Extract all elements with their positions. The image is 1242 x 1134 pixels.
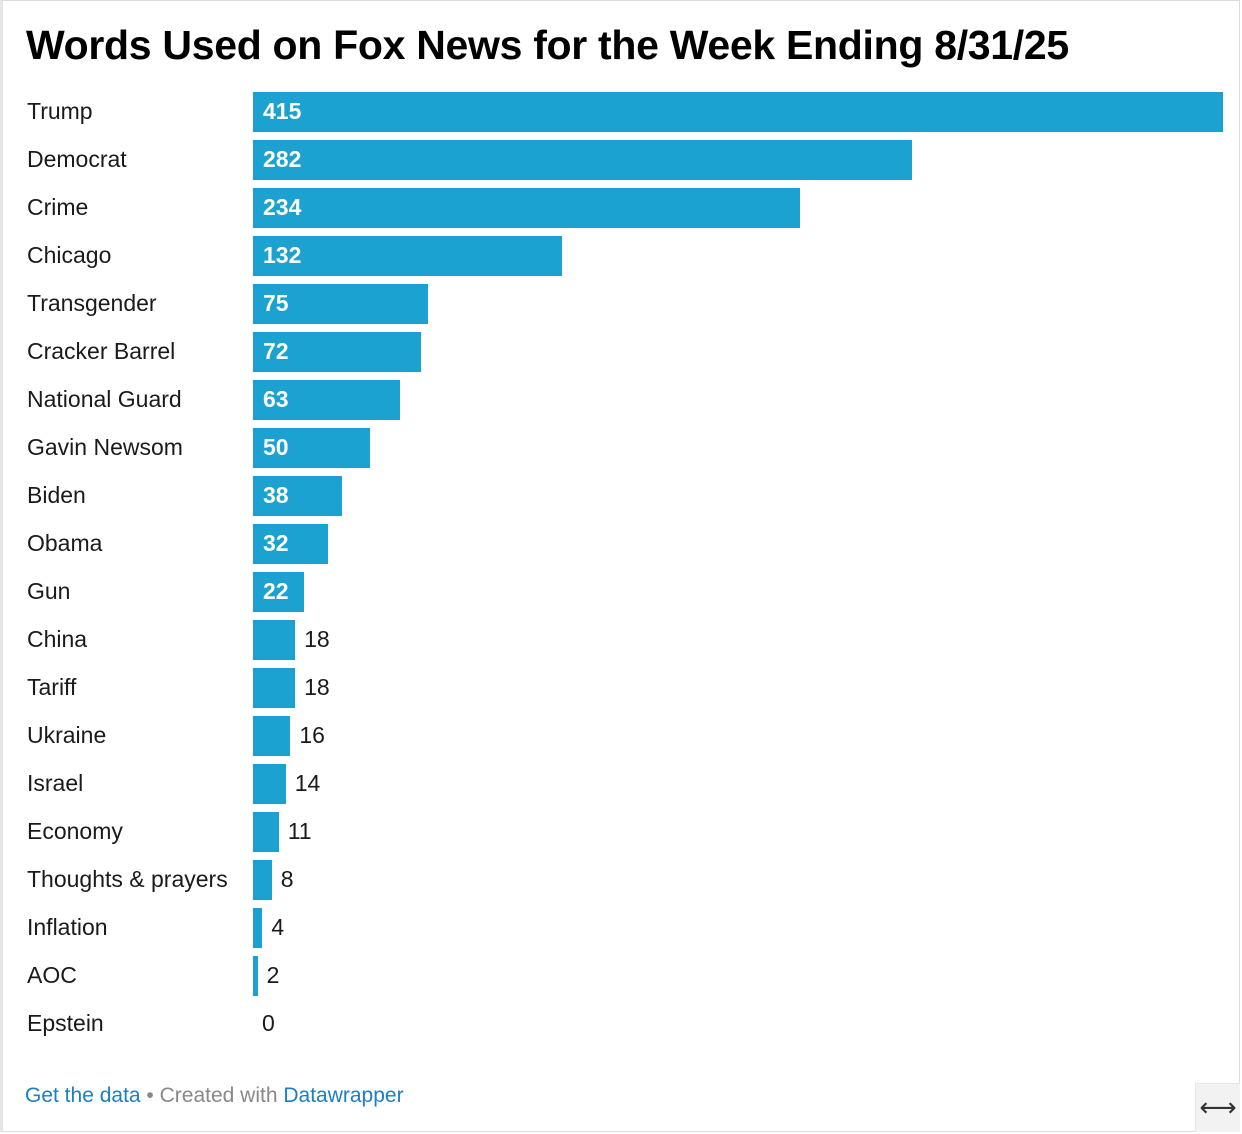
category-label: Chicago: [27, 242, 112, 268]
category-label: Epstein: [27, 1010, 104, 1036]
value-label: 415: [263, 98, 302, 124]
bar: [253, 668, 296, 708]
category-label: Gun: [27, 578, 71, 604]
value-label: 63: [263, 386, 289, 412]
category-label: Economy: [27, 818, 123, 844]
category-label: Trump: [27, 98, 93, 124]
bar: [253, 908, 263, 948]
value-label: 22: [263, 578, 289, 604]
category-label: Biden: [27, 482, 86, 508]
footer-separator: • Created with: [140, 1084, 284, 1107]
category-label: Thoughts & prayers: [27, 866, 228, 892]
value-label: 18: [304, 626, 330, 652]
bar: [253, 476, 342, 516]
value-label: 50: [263, 434, 289, 460]
category-label: Tariff: [27, 674, 77, 700]
bar: [253, 380, 401, 420]
value-label: 4: [271, 914, 285, 940]
bar: [253, 716, 291, 756]
value-label: 38: [263, 482, 289, 508]
value-label: 0: [262, 1010, 275, 1036]
category-label: Transgender: [27, 290, 157, 316]
value-label: 234: [263, 194, 302, 220]
bar: [253, 236, 562, 276]
bar: [253, 572, 305, 612]
bar: [253, 764, 286, 804]
category-label: Obama: [27, 530, 103, 556]
bar: [253, 812, 279, 852]
category-label: Israel: [27, 770, 84, 796]
bar: [253, 860, 272, 900]
bar: [253, 956, 258, 996]
value-label: 8: [280, 866, 294, 892]
value-label: 11: [287, 818, 312, 844]
horizontal-resize-icon[interactable]: ⟷: [1195, 1083, 1240, 1132]
bar: [253, 428, 370, 468]
category-label: China: [27, 626, 88, 652]
bar: [253, 284, 429, 324]
datawrapper-link[interactable]: Datawrapper: [283, 1084, 404, 1107]
category-label: Inflation: [27, 914, 108, 940]
get-the-data-link[interactable]: Get the data: [25, 1084, 141, 1107]
value-label: 18: [304, 674, 330, 700]
chart-title: Words Used on Fox News for the Week Endi…: [26, 22, 1069, 68]
value-label: 282: [263, 146, 302, 172]
bar: [253, 188, 800, 228]
bar: [253, 620, 296, 660]
value-label: 75: [263, 290, 289, 316]
bar-chart: Trump 415 Democrat 282 Crime 234 Chicago 132 Tra…: [27, 92, 1223, 1036]
category-label: Ukraine: [27, 722, 107, 748]
value-label: 14: [294, 770, 321, 796]
value-label: 16: [299, 722, 325, 748]
value-label: 2: [266, 962, 280, 988]
value-label: 32: [263, 530, 289, 556]
category-label: Crime: [27, 194, 89, 220]
footer: Get the data • Created with Datawrapper: [25, 1084, 404, 1108]
bar: [253, 524, 328, 564]
category-label: Gavin Newsom: [27, 434, 183, 460]
category-label: National Guard: [27, 386, 182, 412]
category-label: Democrat: [27, 146, 127, 172]
category-label: AOC: [27, 962, 77, 988]
value-label: 72: [263, 338, 289, 364]
value-label: 132: [263, 242, 302, 268]
bar: [253, 140, 913, 180]
category-label: Cracker Barrel: [27, 338, 176, 364]
bar: [253, 332, 422, 372]
bar: [253, 92, 1223, 132]
